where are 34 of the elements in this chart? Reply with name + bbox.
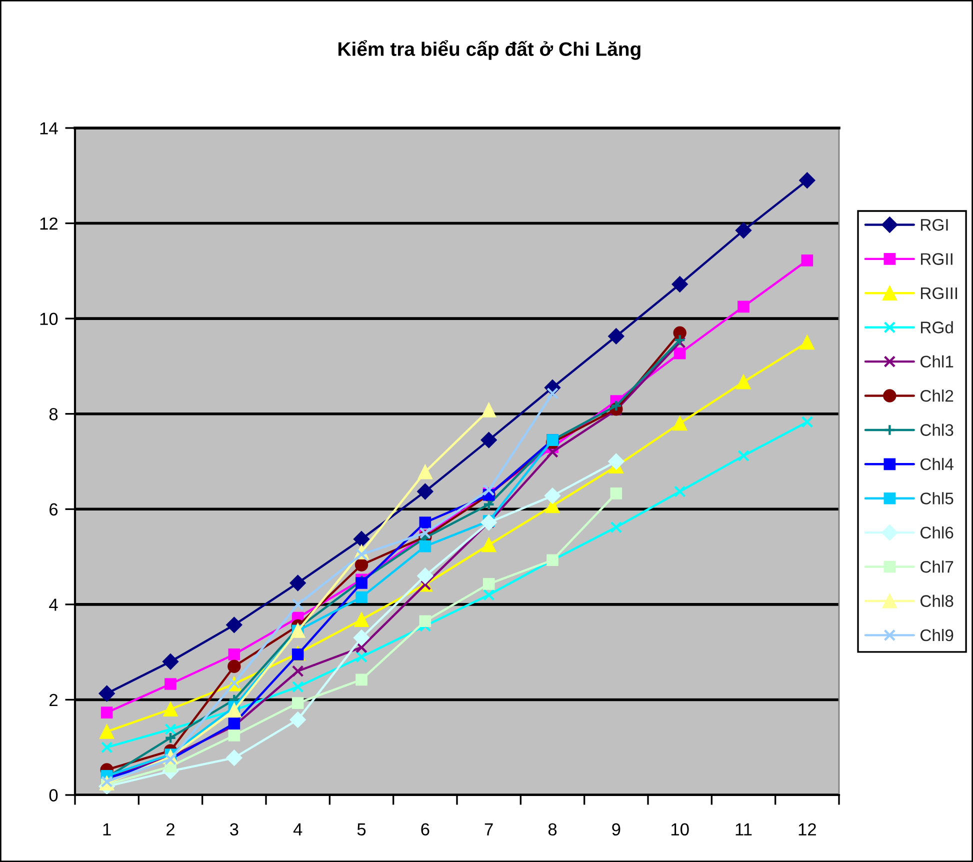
x-tick-label: 6 [421, 823, 430, 836]
x-tick-label: 4 [293, 823, 302, 836]
legend-label: RGII [921, 253, 952, 265]
chart-title: Kiểm tra biểu cấp đất ở Chi Lăng [338, 40, 640, 60]
legend-label: RGI [921, 218, 948, 231]
y-tick-label: 2 [50, 694, 58, 706]
y-tick-label: 8 [49, 408, 58, 420]
x-tick-label: 11 [736, 823, 752, 836]
x-tick-label: 5 [357, 823, 366, 836]
y-tick-label: 0 [49, 789, 58, 802]
legend-label: Chl7 [920, 560, 954, 573]
legend-label: Chl9 [920, 628, 954, 642]
x-tick-label: 9 [612, 823, 620, 836]
y-tick-label: 6 [50, 503, 58, 516]
legend-label: Chl4 [920, 458, 954, 470]
x-tick-label: 1 [103, 823, 111, 836]
legend-label: Chl5 [920, 492, 954, 504]
x-tick-label: 10 [672, 823, 689, 836]
legend-label: RGIII [921, 287, 958, 300]
x-tick-label: 8 [548, 823, 557, 836]
legend-label: Chl3 [920, 424, 954, 436]
x-tick-label: 12 [798, 823, 816, 836]
legend-label: Chl8 [920, 594, 954, 607]
x-tick-label: 2 [166, 823, 174, 836]
legend-label: RGd [921, 321, 953, 334]
y-tick-label: 14 [40, 122, 58, 134]
x-tick-label: 3 [230, 823, 238, 836]
legend-label: Chl2 [920, 390, 954, 402]
y-tick-label: 12 [40, 217, 58, 230]
x-tick-label: 7 [484, 823, 493, 836]
legend-label: Chl6 [920, 526, 954, 539]
y-tick-label: 10 [40, 312, 58, 326]
y-tick-label: 4 [49, 598, 58, 611]
legend-label: Chl1 [920, 355, 954, 368]
